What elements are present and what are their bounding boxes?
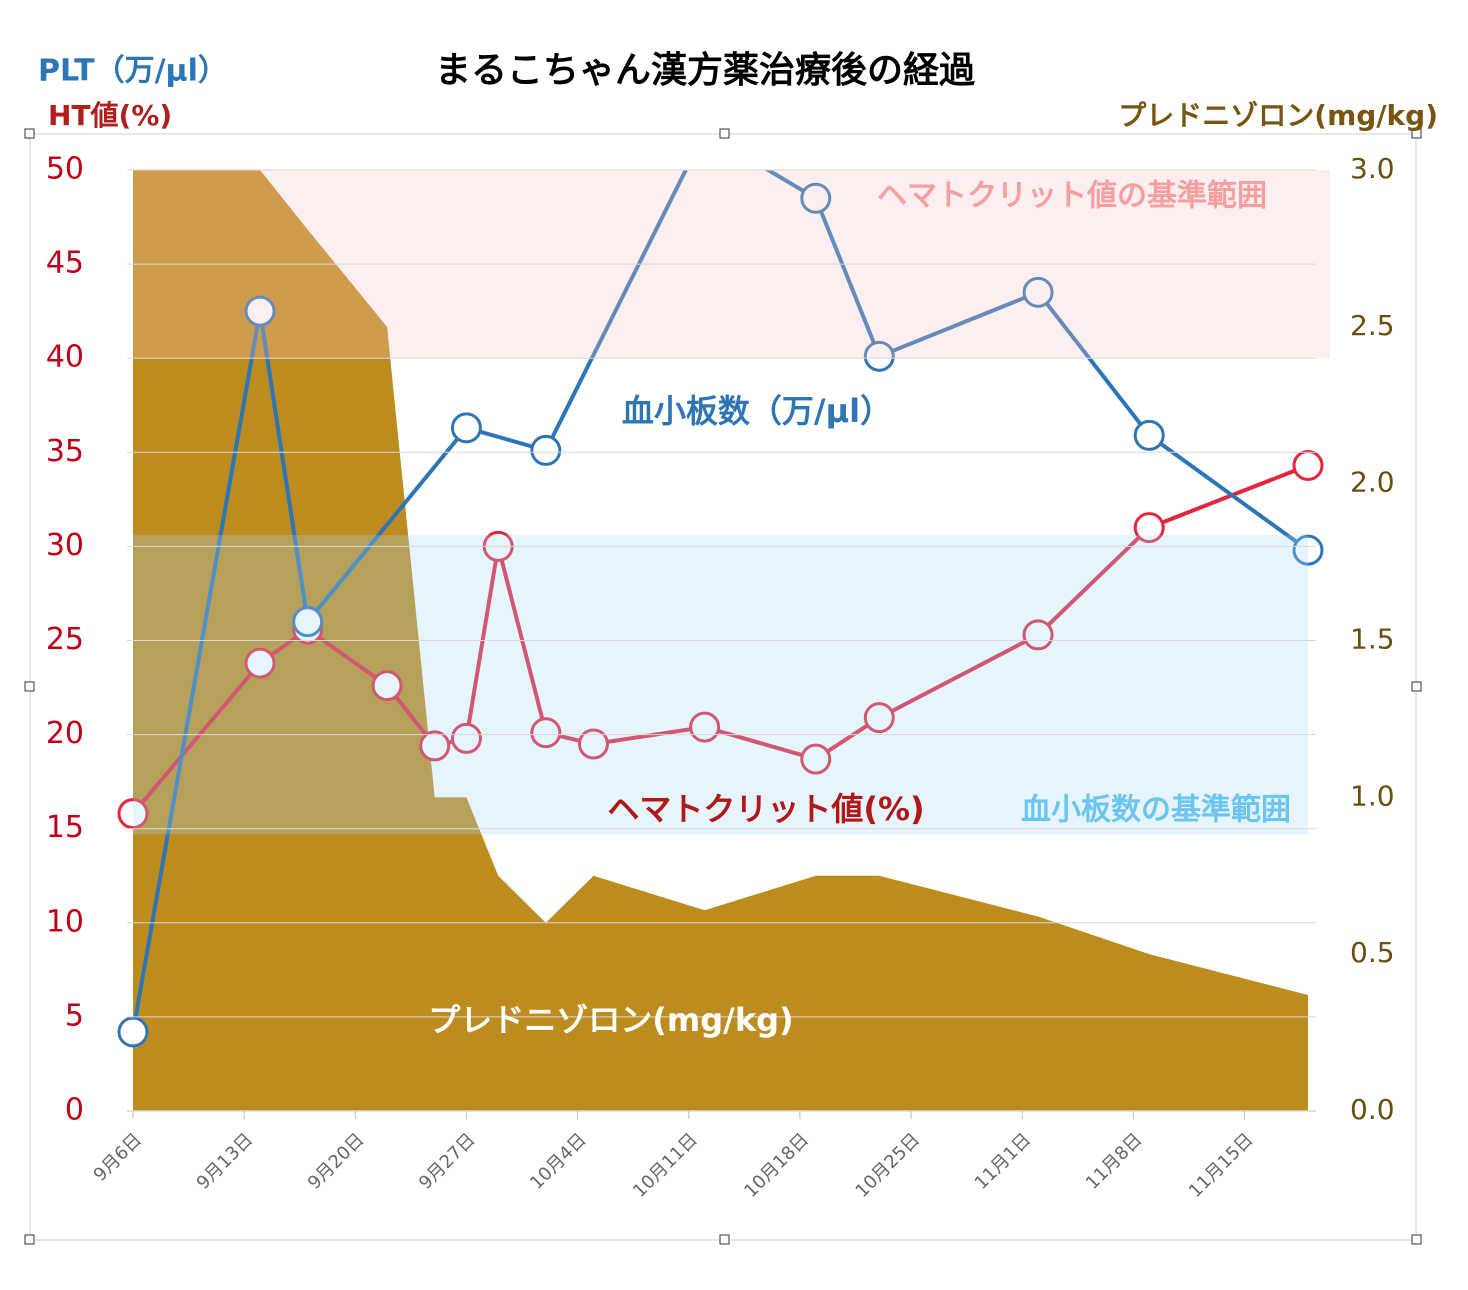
- y-tick-label: 0: [65, 1093, 84, 1128]
- y2-axis-title: プレドニゾロン(mg/kg): [1118, 99, 1438, 132]
- marker: [117, 798, 149, 830]
- marker: [244, 295, 276, 327]
- y-tick-label: 20: [46, 716, 84, 751]
- marker: [371, 670, 403, 702]
- y-tick-label: 40: [46, 340, 84, 375]
- y2-tick-label: 1.5: [1350, 623, 1395, 656]
- y2-tick-label: 3.0: [1350, 152, 1395, 185]
- selection-handles: [24, 128, 1422, 1245]
- marker: [117, 1016, 149, 1048]
- x-tick-label: 11月8日: [1082, 1129, 1147, 1194]
- y-axis-title: PLT（万/μl）: [38, 54, 228, 89]
- band-label: ヘマトクリット値の基準範囲: [877, 179, 1267, 214]
- plot-area: [117, 118, 1324, 1111]
- x-tick-label: 9月6日: [90, 1129, 147, 1186]
- x-tick-label: 10月18日: [740, 1129, 813, 1202]
- series-label: 血小板数（万/μl）: [622, 392, 892, 430]
- x-tick-label: 11月1日: [971, 1129, 1036, 1194]
- x-tick-label: 10月4日: [526, 1129, 591, 1194]
- marker: [863, 340, 895, 372]
- y2-tick-label: 2.5: [1350, 309, 1395, 342]
- reference-band: [133, 535, 1308, 835]
- x-tick-label: 9月27日: [415, 1129, 480, 1194]
- marker: [1133, 512, 1165, 544]
- marker: [419, 730, 451, 762]
- marker: [1292, 534, 1324, 566]
- marker: [691, 118, 719, 146]
- marker: [450, 722, 482, 754]
- chart-title: まるこちゃん漢方薬治療後の経過: [435, 50, 976, 91]
- marker: [530, 717, 562, 749]
- marker: [244, 647, 276, 679]
- y-tick-label: 5: [65, 998, 84, 1033]
- line: [131, 170, 1310, 1033]
- x-tick-label: 11月15日: [1185, 1129, 1258, 1202]
- y-tick-label: 25: [46, 622, 84, 657]
- marker: [1022, 619, 1054, 651]
- band-label: 血小板数の基準範囲: [1021, 793, 1291, 828]
- x-tick-label: 10月25日: [851, 1129, 924, 1202]
- x-tick-label: 9月20日: [304, 1129, 369, 1194]
- y2-tick-label: 0.5: [1350, 936, 1395, 969]
- marker: [800, 182, 832, 214]
- marker: [1022, 276, 1054, 308]
- marker: [863, 702, 895, 734]
- marker: [689, 711, 721, 743]
- marker: [292, 606, 324, 638]
- y-tick-label: 45: [46, 246, 84, 281]
- marker: [450, 412, 482, 444]
- marker: [1292, 449, 1324, 481]
- y-tick-label: 50: [46, 152, 84, 187]
- x-tick-label: 10月11日: [629, 1129, 702, 1202]
- marker: [577, 728, 609, 760]
- y-tick-label: 15: [46, 810, 84, 845]
- y-axis-title: HT値(%): [48, 99, 172, 132]
- x-tick-label: 9月13日: [193, 1129, 258, 1194]
- y-tick-label: 35: [46, 434, 84, 469]
- y-tick-label: 30: [46, 528, 84, 563]
- marker: [1133, 419, 1165, 451]
- y-tick-label: 10: [46, 904, 84, 939]
- y2-tick-label: 0.0: [1350, 1093, 1395, 1126]
- marker: [530, 434, 562, 466]
- area: [133, 170, 1308, 1111]
- y2-tick-label: 1.0: [1350, 779, 1395, 812]
- marker: [800, 743, 832, 775]
- series-label: ヘマトクリット値(%): [607, 790, 924, 828]
- y2-tick-label: 2.0: [1350, 466, 1395, 499]
- series-label: プレドニゾロン(mg/kg): [428, 1001, 793, 1039]
